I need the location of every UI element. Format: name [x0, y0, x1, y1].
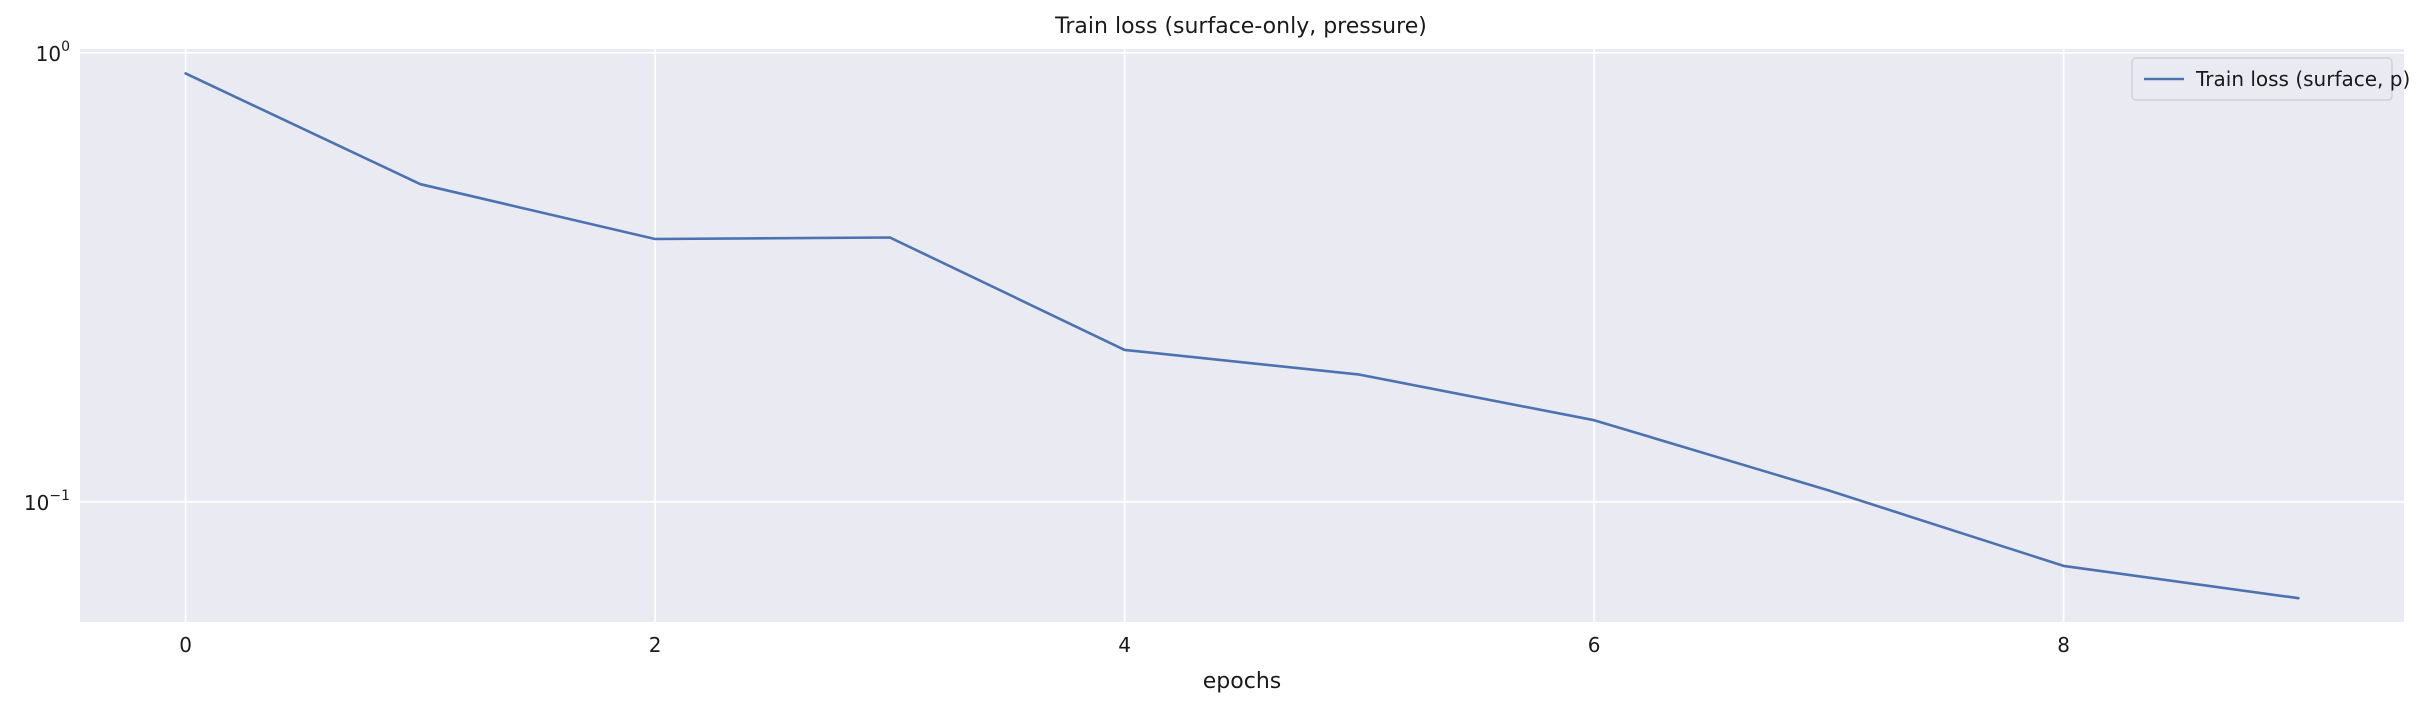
- y-tick-label: 100: [36, 39, 70, 66]
- plot-area: [80, 49, 2404, 622]
- x-tick-label: 2: [649, 633, 662, 657]
- x-tick-label: 8: [2057, 633, 2070, 657]
- x-tick-label: 6: [1588, 633, 1601, 657]
- x-tick-label: 0: [179, 633, 192, 657]
- x-tick-label: 4: [1118, 633, 1131, 657]
- grid-lines: [80, 49, 2404, 622]
- series-layer: [184, 72, 2300, 600]
- series-line: [184, 72, 2300, 600]
- y-axis-ticks: 100 10−1: [24, 39, 70, 515]
- legend: Train loss (surface, p): [2131, 57, 2410, 101]
- y-tick-label: 10−1: [24, 488, 70, 515]
- x-axis-label: epochs: [1203, 669, 1281, 694]
- chart-title: Train loss (surface-only, pressure): [1054, 14, 1427, 39]
- x-axis-ticks: 0 2 4 6 8: [179, 633, 2070, 657]
- legend-box: [2131, 57, 2393, 101]
- legend-label: Train loss (surface, p): [2195, 67, 2410, 91]
